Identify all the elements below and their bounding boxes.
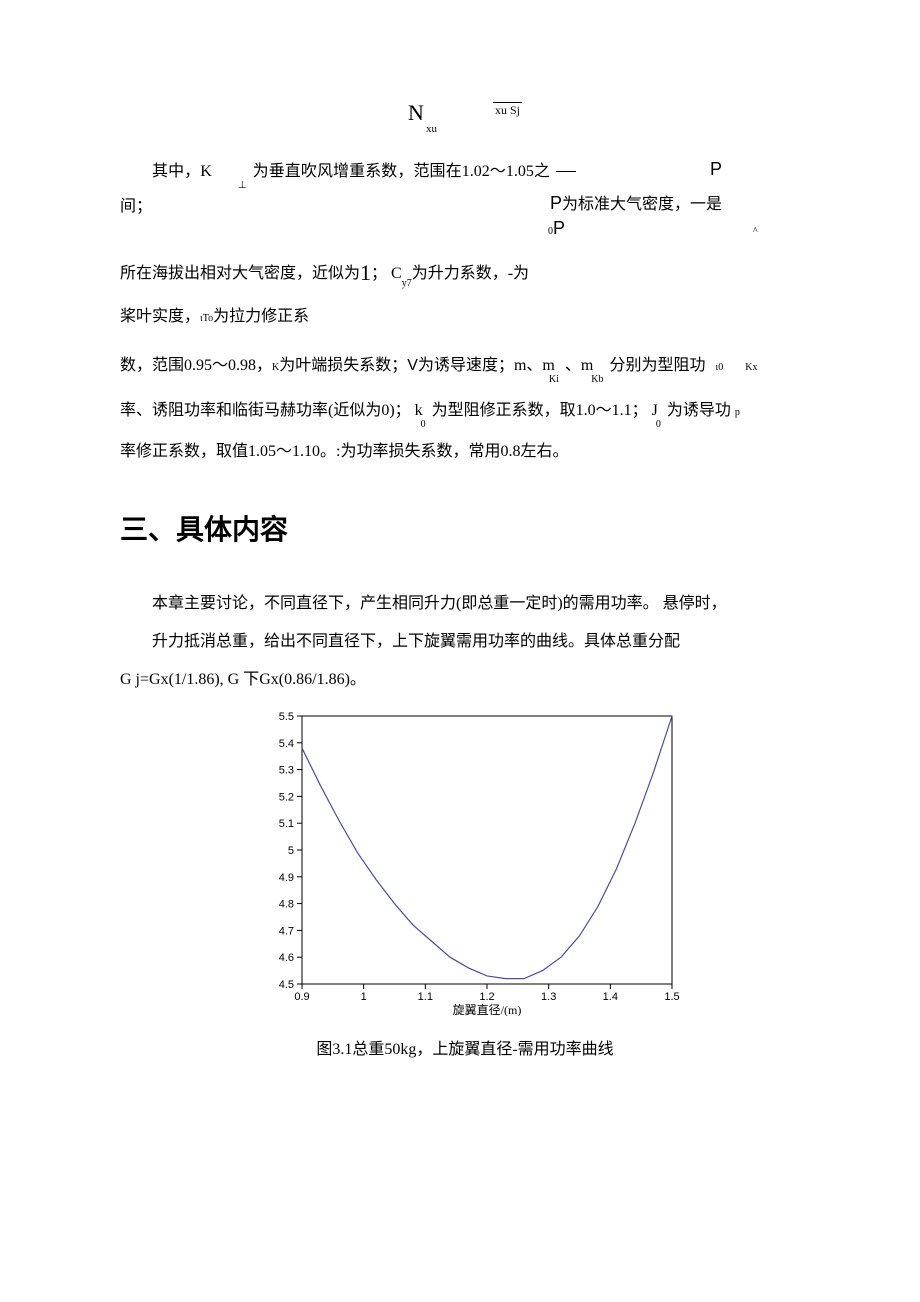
svg-text:1.3: 1.3 — [541, 991, 556, 1003]
p4-v: V — [407, 357, 418, 374]
p4-a: 数，范围0.95～0.98， — [120, 357, 272, 374]
p5-c: 为诱导功 — [667, 402, 735, 419]
svg-text:0.9: 0.9 — [294, 991, 309, 1003]
svg-text:5.2: 5.2 — [279, 791, 294, 803]
p4-sub-kb: Kb — [591, 375, 603, 385]
body-paragraph-1: 本章主要讨论，不同直径下，产生相同升力(即总重一定时)的需用功率。 悬停时， — [120, 588, 810, 620]
svg-text:4.5: 4.5 — [279, 979, 294, 991]
dash-icon — [556, 171, 576, 172]
svg-text:4.7: 4.7 — [279, 925, 294, 937]
svg-text:4.8: 4.8 — [279, 899, 294, 911]
p4-sub-kx: Kx — [745, 362, 757, 373]
svg-text:5.3: 5.3 — [279, 765, 294, 777]
p3-a: 桨叶实度， — [120, 308, 200, 325]
svg-text:5: 5 — [288, 845, 294, 857]
p5-b: 为型阻修正系数，取1.0～1.1； J — [432, 402, 662, 419]
svg-text:4.6: 4.6 — [279, 952, 294, 964]
p1-lead: 其中，K — [152, 163, 212, 180]
svg-text:1.5: 1.5 — [664, 991, 679, 1003]
right-annotation: P P为标准大气密度，一是 0P ^ — [550, 152, 810, 245]
svg-text:1.2: 1.2 — [479, 991, 494, 1003]
p4-sub-i0: ι0 — [716, 362, 724, 373]
p5-a: 率、诱阻功率和临街马赫功率(近似为0)； k — [120, 402, 427, 419]
p5-sub-p: p — [735, 407, 740, 418]
svg-text:5.5: 5.5 — [279, 711, 294, 723]
p2-big1: 1 — [360, 260, 371, 285]
symbol-P-1: P — [710, 159, 722, 179]
p2-b: ； C — [371, 265, 402, 282]
p1-sub: ⊥ — [206, 181, 247, 191]
caret-symbol: ^ — [753, 226, 758, 237]
symbol-N-sub: xu — [426, 123, 437, 135]
paragraph-4: 数，范围0.95～0.98，K为叶端损失系数；V为诱导速度；m、mKi、m Kb… — [120, 347, 810, 385]
p4-b: 为叶端损失系数； — [279, 357, 407, 374]
p2-c: 为升力系数，-为 — [412, 265, 529, 282]
paragraph-5: 率、诱阻功率和临街马赫功率(近似为0)； k 0为型阻修正系数，取1.0～1.1… — [120, 392, 810, 430]
formula-frac-text: xu Sj — [495, 103, 520, 117]
formula-frac: xu Sj — [493, 102, 522, 118]
p5-sub0b: 0 — [656, 420, 661, 430]
p3-sub: ιTo — [200, 313, 213, 324]
p2-a: 所在海拔出相对大气密度，近似为 — [120, 265, 360, 282]
svg-text:4.9: 4.9 — [279, 872, 294, 884]
formula-block: N xu xu Sj — [120, 100, 810, 126]
symbol-P-3: P — [553, 218, 565, 238]
svg-text:5.4: 5.4 — [279, 738, 294, 750]
p5-sub0a: 0 — [421, 420, 426, 430]
section-title: 三、具体内容 — [120, 508, 810, 548]
p4-e: 分别为型阻功 — [610, 357, 706, 374]
p3-b: 为拉力修正系 — [213, 308, 309, 325]
svg-text:5.1: 5.1 — [279, 818, 294, 830]
power-diameter-chart: 4.5 4.6 4.7 4.8 4.9 5 5.1 5.2 5.3 5.4 5.5 0.9 1 1.1 1.… — [250, 706, 680, 1016]
chart-caption: 图3.1总重50kg，上旋翼直径-需用功率曲线 — [120, 1035, 810, 1059]
paragraph-6: 率修正系数，取值1.05～1.10。:为功率损失系数，常用0.8左右。 — [120, 436, 810, 468]
body-paragraph-3: G j=Gx(1/1.86), G 下Gx(0.86/1.86)。 — [120, 664, 810, 696]
p4-sub-ki: Ki — [549, 375, 559, 385]
svg-text:1: 1 — [361, 991, 367, 1003]
svg-text:1.1: 1.1 — [418, 991, 433, 1003]
svg-text:旋翼直径/(m): 旋翼直径/(m) — [453, 1003, 522, 1016]
symbol-N: N — [408, 100, 424, 125]
p4-c: 为诱导速度；m、m — [418, 357, 555, 374]
paragraph-2: 所在海拔出相对大气密度，近似为1； Cy7为升力系数，-为 — [120, 251, 810, 295]
p4-d: 、m — [565, 357, 597, 374]
body-paragraph-2: 升力抵消总重，给出不同直径下，上下旋翼需用功率的曲线。具体总重分配 — [120, 626, 810, 658]
p2-sub-cy: y7 — [402, 279, 412, 289]
svg-text:1.4: 1.4 — [603, 991, 618, 1003]
paragraph-3: 桨叶实度，ιTo为拉力修正系 — [120, 301, 810, 333]
p6: 率修正系数，取值1.05～1.10。:为功率损失系数，常用0.8左右。 — [120, 443, 568, 460]
